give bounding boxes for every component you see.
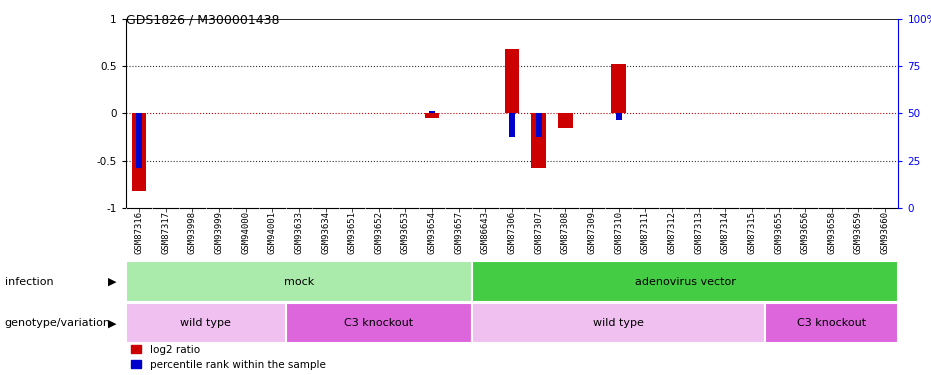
Text: GSM93999: GSM93999 <box>214 211 223 254</box>
Text: GSM93656: GSM93656 <box>801 211 810 254</box>
Text: infection: infection <box>5 277 53 287</box>
Text: adenovirus vector: adenovirus vector <box>635 277 735 286</box>
Bar <box>425 113 439 118</box>
Bar <box>286 303 472 343</box>
Text: wild type: wild type <box>181 318 231 328</box>
Bar <box>136 113 142 168</box>
Text: GSM93659: GSM93659 <box>854 211 863 254</box>
Text: ▶: ▶ <box>108 277 116 287</box>
Bar <box>472 261 898 302</box>
Text: mock: mock <box>284 277 314 286</box>
Bar <box>126 303 286 343</box>
Text: GSM93633: GSM93633 <box>294 211 304 254</box>
Text: GSM93657: GSM93657 <box>454 211 464 254</box>
Text: GSM87308: GSM87308 <box>560 211 570 254</box>
Text: GSM87313: GSM87313 <box>695 211 703 254</box>
Text: GSM94001: GSM94001 <box>268 211 277 254</box>
Text: GSM93653: GSM93653 <box>401 211 410 254</box>
Text: GSM87312: GSM87312 <box>668 211 677 254</box>
Text: GSM94000: GSM94000 <box>241 211 250 254</box>
Text: GDS1826 / M300001438: GDS1826 / M300001438 <box>126 13 279 26</box>
Text: GSM87306: GSM87306 <box>507 211 517 254</box>
Text: GSM87309: GSM87309 <box>587 211 597 254</box>
Bar <box>505 49 519 113</box>
Bar <box>535 113 542 137</box>
Bar <box>532 113 546 168</box>
Text: wild type: wild type <box>593 318 644 328</box>
Bar <box>765 303 898 343</box>
Bar <box>126 261 472 302</box>
Text: GSM93652: GSM93652 <box>374 211 384 254</box>
Text: GSM87317: GSM87317 <box>161 211 170 254</box>
Text: GSM93660: GSM93660 <box>881 211 890 254</box>
Text: GSM87316: GSM87316 <box>134 211 143 254</box>
Text: ▶: ▶ <box>108 318 116 328</box>
Bar <box>612 64 626 113</box>
Text: GSM87311: GSM87311 <box>641 211 650 254</box>
Text: C3 knockout: C3 knockout <box>797 318 867 328</box>
Text: GSM93658: GSM93658 <box>828 211 836 254</box>
Text: GSM93998: GSM93998 <box>188 211 196 254</box>
Text: GSM87314: GSM87314 <box>721 211 730 254</box>
Text: GSM87307: GSM87307 <box>534 211 543 254</box>
Bar <box>615 113 622 120</box>
Text: GSM86643: GSM86643 <box>481 211 490 254</box>
Text: GSM93654: GSM93654 <box>427 211 437 254</box>
Bar <box>509 113 515 137</box>
Text: GSM93651: GSM93651 <box>347 211 357 254</box>
Bar <box>558 113 573 128</box>
Text: GSM93634: GSM93634 <box>321 211 330 254</box>
Text: GSM87310: GSM87310 <box>614 211 623 254</box>
Bar <box>131 113 146 191</box>
Text: GSM87315: GSM87315 <box>748 211 756 254</box>
Bar <box>429 111 435 113</box>
Bar <box>472 303 765 343</box>
Text: C3 knockout: C3 knockout <box>344 318 413 328</box>
Legend: log2 ratio, percentile rank within the sample: log2 ratio, percentile rank within the s… <box>131 345 326 370</box>
Text: genotype/variation: genotype/variation <box>5 318 111 328</box>
Text: GSM93655: GSM93655 <box>774 211 783 254</box>
